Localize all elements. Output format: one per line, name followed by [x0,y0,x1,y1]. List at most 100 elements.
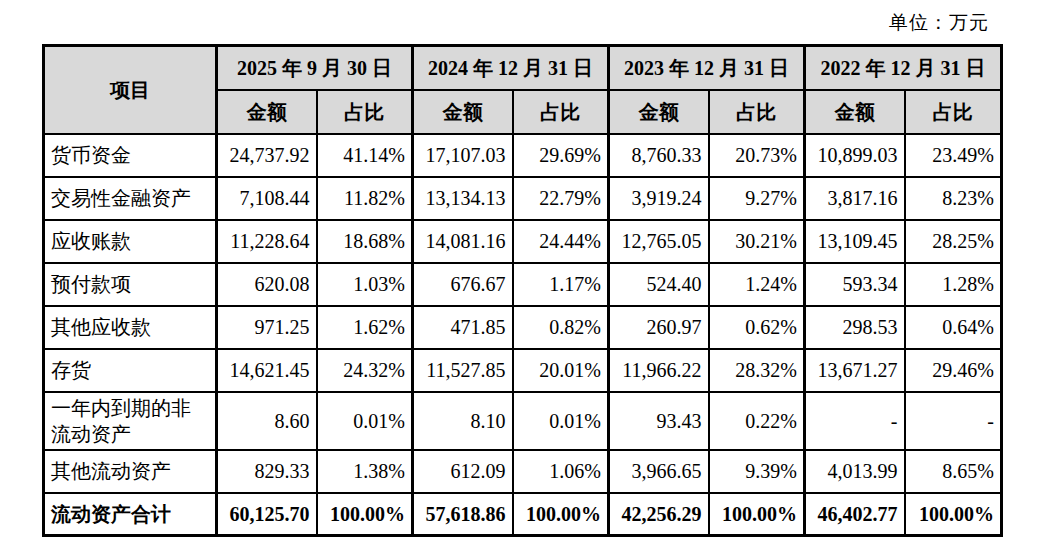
amount-cell: 11,966.22 [609,349,709,392]
ratio-cell: 0.01% [317,392,413,450]
amount-cell: 60,125.70 [217,493,317,536]
amount-cell: 13,671.27 [805,349,905,392]
amount-cell: 8.10 [413,392,513,450]
table-row: 货币资金24,737.9241.14%17,107.0329.69%8,760.… [44,134,1002,177]
current-assets-table: 项目2025 年 9 月 30 日2024 年 12 月 31 日2023 年 … [42,44,1003,537]
period-header-cell: 2023 年 12 月 31 日 [609,46,805,90]
amount-cell: 8,760.33 [609,134,709,177]
document-page: 单位：万元 项目2025 年 9 月 30 日2024 年 12 月 31 日2… [0,0,1041,556]
ratio-cell: 29.69% [513,134,609,177]
period-header-cell: 2025 年 9 月 30 日 [217,46,413,90]
ratio-cell: 0.64% [905,306,1002,349]
ratio-cell: 8.23% [905,177,1002,220]
ratio-cell: 24.32% [317,349,413,392]
amount-cell: 14,081.16 [413,220,513,263]
amount-cell: 8.60 [217,392,317,450]
ratio-cell: 29.46% [905,349,1002,392]
period-header-cell: 2024 年 12 月 31 日 [413,46,609,90]
ratio-header-cell: 占比 [513,90,609,134]
ratio-cell: 9.39% [709,450,805,493]
table-row: 一年内到期的非流动资产8.600.01%8.100.01%93.430.22%-… [44,392,1002,450]
amount-cell: 971.25 [217,306,317,349]
ratio-cell: 24.44% [513,220,609,263]
table-row: 其他应收款971.251.62%471.850.82%260.970.62%29… [44,306,1002,349]
ratio-cell: 100.00% [317,493,413,536]
table-body: 货币资金24,737.9241.14%17,107.0329.69%8,760.… [44,134,1002,536]
amount-cell: - [805,392,905,450]
table-row: 其他流动资产829.331.38%612.091.06%3,966.659.39… [44,450,1002,493]
ratio-cell: 100.00% [513,493,609,536]
amount-cell: 524.40 [609,263,709,306]
row-label-cell: 其他流动资产 [44,450,217,493]
ratio-cell: 1.28% [905,263,1002,306]
ratio-cell: 1.17% [513,263,609,306]
ratio-cell: 8.65% [905,450,1002,493]
ratio-cell: 23.49% [905,134,1002,177]
amount-cell: 93.43 [609,392,709,450]
ratio-cell: 22.79% [513,177,609,220]
amount-cell: 42,256.29 [609,493,709,536]
ratio-cell: 20.01% [513,349,609,392]
row-label-cell: 其他应收款 [44,306,217,349]
ratio-cell: 0.62% [709,306,805,349]
amount-cell: 3,966.65 [609,450,709,493]
amount-cell: 593.34 [805,263,905,306]
unit-label: 单位：万元 [889,10,989,36]
table-row: 预付款项620.081.03%676.671.17%524.401.24%593… [44,263,1002,306]
amount-cell: 12,765.05 [609,220,709,263]
ratio-cell: 1.62% [317,306,413,349]
amount-cell: 260.97 [609,306,709,349]
ratio-cell: 28.32% [709,349,805,392]
ratio-cell: 0.01% [513,392,609,450]
ratio-cell: 0.82% [513,306,609,349]
amount-cell: 471.85 [413,306,513,349]
row-label-cell: 流动资产合计 [44,493,217,536]
row-label-cell: 预付款项 [44,263,217,306]
amount-cell: 13,109.45 [805,220,905,263]
table-row: 应收账款11,228.6418.68%14,081.1624.44%12,765… [44,220,1002,263]
ratio-cell: 100.00% [905,493,1002,536]
amount-cell: 3,817.16 [805,177,905,220]
amount-cell: 14,621.45 [217,349,317,392]
ratio-cell: 0.22% [709,392,805,450]
row-label-cell: 货币资金 [44,134,217,177]
header-row-periods: 项目2025 年 9 月 30 日2024 年 12 月 31 日2023 年 … [44,46,1002,90]
row-label-cell: 应收账款 [44,220,217,263]
amount-cell: 57,618.86 [413,493,513,536]
amount-cell: 11,527.85 [413,349,513,392]
ratio-cell: 100.00% [709,493,805,536]
item-header-cell: 项目 [44,46,217,134]
amount-cell: 10,899.03 [805,134,905,177]
row-label-cell: 交易性金融资产 [44,177,217,220]
amount-cell: 13,134.13 [413,177,513,220]
ratio-cell: 41.14% [317,134,413,177]
amount-header-cell: 金额 [609,90,709,134]
amount-cell: 24,737.92 [217,134,317,177]
ratio-cell: - [905,392,1002,450]
amount-cell: 4,013.99 [805,450,905,493]
period-header-cell: 2022 年 12 月 31 日 [805,46,1002,90]
ratio-cell: 1.06% [513,450,609,493]
ratio-header-cell: 占比 [905,90,1002,134]
amount-cell: 3,919.24 [609,177,709,220]
row-label-cell: 存货 [44,349,217,392]
ratio-cell: 1.03% [317,263,413,306]
ratio-cell: 9.27% [709,177,805,220]
ratio-header-cell: 占比 [317,90,413,134]
amount-header-cell: 金额 [805,90,905,134]
amount-cell: 676.67 [413,263,513,306]
ratio-cell: 18.68% [317,220,413,263]
amount-cell: 829.33 [217,450,317,493]
ratio-cell: 28.25% [905,220,1002,263]
ratio-cell: 11.82% [317,177,413,220]
ratio-header-cell: 占比 [709,90,805,134]
amount-cell: 11,228.64 [217,220,317,263]
ratio-cell: 1.38% [317,450,413,493]
table-row: 流动资产合计60,125.70100.00%57,618.86100.00%42… [44,493,1002,536]
amount-cell: 46,402.77 [805,493,905,536]
ratio-cell: 20.73% [709,134,805,177]
ratio-cell: 1.24% [709,263,805,306]
table-row: 交易性金融资产7,108.4411.82%13,134.1322.79%3,91… [44,177,1002,220]
amount-cell: 612.09 [413,450,513,493]
amount-header-cell: 金额 [217,90,317,134]
